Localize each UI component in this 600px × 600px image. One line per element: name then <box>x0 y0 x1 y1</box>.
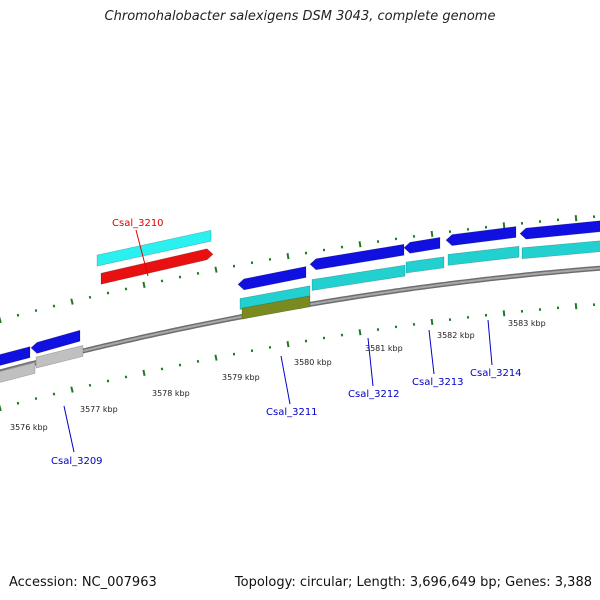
feature-cyan-3210[interactable] <box>96 229 212 267</box>
tick-label: 3582 kbp <box>437 331 475 340</box>
genome-title: Chromohalobacter salexigens DSM 3043, co… <box>104 9 496 24</box>
gene-csal-3209-arrow[interactable] <box>30 329 81 354</box>
feature-cyan-3212[interactable] <box>311 264 406 291</box>
lower-scale-minor-tick <box>34 397 38 401</box>
tick-label: 3578 kbp <box>152 389 190 398</box>
gene-csal-3208-arrow[interactable] <box>0 346 31 367</box>
upper-scale-minor-tick <box>178 275 182 279</box>
tick-label: 3583 kbp <box>508 319 546 328</box>
upper-scale-major-tick <box>286 253 290 260</box>
gene-csal-3214-label[interactable]: Csal_3214 <box>470 368 522 379</box>
lower-scale-major-tick <box>70 386 74 393</box>
gene-csal-3212-arrow[interactable] <box>309 243 405 271</box>
gene-csal-3210-leader-line <box>135 229 149 277</box>
upper-scale-major-tick <box>214 266 218 273</box>
lower-scale-minor-tick <box>124 375 128 379</box>
lower-scale-major-tick <box>0 404 2 412</box>
upper-scale-minor-tick <box>88 295 92 299</box>
tick-label: 3579 kbp <box>222 373 260 382</box>
accession-text: Accession: NC_007963 <box>9 575 157 590</box>
upper-scale-major-tick <box>142 281 146 288</box>
tick-label: 3580 kbp <box>294 358 332 367</box>
tick-label: 3581 kbp <box>365 344 403 353</box>
gene-csal-3213-leader-line <box>428 329 435 375</box>
gene-csal-3209-leader-line <box>63 405 75 453</box>
feature-cyan-3215[interactable] <box>521 240 600 260</box>
tick-label: 3577 kbp <box>80 405 118 414</box>
gene-csal-3209-label[interactable]: Csal_3209 <box>51 456 103 467</box>
feature-cyan-3213[interactable] <box>405 256 445 274</box>
lower-scale-major-tick <box>430 318 434 326</box>
lower-scale-minor-tick <box>178 363 182 367</box>
upper-scale-minor-tick <box>160 279 164 283</box>
upper-scale-major-tick <box>502 222 506 229</box>
gene-csal-3214-arrow[interactable] <box>445 226 517 246</box>
upper-scale-major-tick <box>574 215 578 222</box>
upper-scale-minor-tick <box>34 309 38 313</box>
gene-csal-3213-label[interactable]: Csal_3213 <box>412 377 464 388</box>
tick-label: 3576 kbp <box>10 423 48 432</box>
lower-scale-minor-tick <box>88 383 92 387</box>
lower-scale-minor-tick <box>196 359 200 363</box>
gene-csal-3212-leader-line <box>367 337 374 387</box>
upper-scale-major-tick <box>70 298 74 305</box>
upper-scale-minor-tick <box>196 271 200 275</box>
gene-csal-3212-label[interactable]: Csal_3212 <box>348 389 400 400</box>
feature-gray-2[interactable] <box>35 345 84 369</box>
lower-scale-minor-tick <box>106 379 110 383</box>
gene-csal-3213-arrow[interactable] <box>403 237 441 254</box>
gene-csal-3210-label[interactable]: Csal_3210 <box>112 218 164 229</box>
lower-scale-major-tick <box>358 329 362 336</box>
upper-scale-minor-tick <box>52 304 56 308</box>
gene-csal-3211-arrow[interactable] <box>237 266 307 291</box>
upper-scale-major-tick <box>430 230 434 238</box>
lower-scale-major-tick <box>286 341 290 348</box>
upper-scale-major-tick <box>358 241 362 248</box>
genome-summary-text: Topology: circular; Length: 3,696,649 bp… <box>234 575 592 590</box>
upper-scale-minor-tick <box>16 313 20 317</box>
gene-csal-3215-arrow[interactable] <box>519 220 600 240</box>
feature-olive-3211[interactable] <box>241 295 311 320</box>
gene-csal-3210-arrow[interactable] <box>100 248 214 285</box>
lower-scale-major-tick <box>214 354 218 361</box>
upper-scale-major-tick <box>0 316 2 324</box>
gene-csal-3214-leader-line <box>487 319 493 366</box>
gene-csal-3211-label[interactable]: Csal_3211 <box>266 407 318 418</box>
lower-scale-major-tick <box>574 303 578 310</box>
lower-scale-minor-tick <box>52 392 56 396</box>
gene-csal-3211-leader-line <box>280 355 291 405</box>
lower-scale-minor-tick <box>16 401 20 405</box>
lower-scale-minor-tick <box>160 367 164 371</box>
upper-scale-minor-tick <box>106 291 110 295</box>
feature-gray-1[interactable] <box>0 362 36 383</box>
upper-scale-minor-tick <box>124 287 128 291</box>
lower-scale-major-tick <box>502 310 506 317</box>
feature-cyan-3214[interactable] <box>447 245 520 266</box>
lower-scale-major-tick <box>142 369 146 376</box>
